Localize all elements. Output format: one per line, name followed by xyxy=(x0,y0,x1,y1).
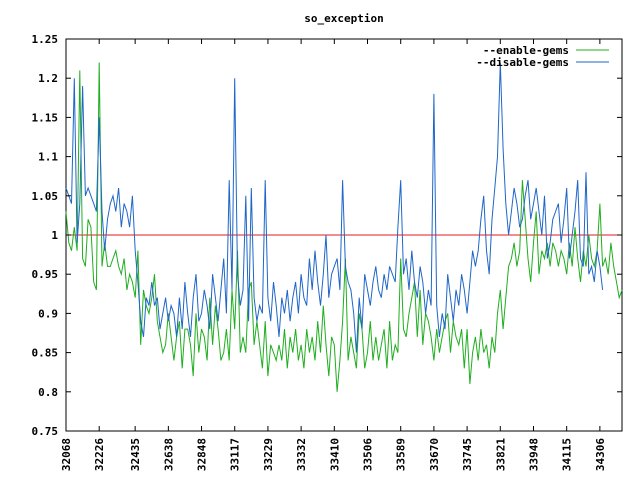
y-axis: 0.75 0.8 0.85 0.9 0.95 1 1.05 1.1 1.15 1.2 1.25 xyxy=(32,33,622,438)
y-tick-label: 1.25 xyxy=(32,33,59,46)
y-tick-label: 1 xyxy=(51,229,58,242)
series-line-disable-gems xyxy=(65,62,604,353)
x-tick-label: 32226 xyxy=(93,438,106,471)
y-tick-label: 0.95 xyxy=(32,268,59,281)
x-tick-label: 32068 xyxy=(60,438,73,471)
chart-title: so_exception xyxy=(304,12,383,25)
legend-label: --enable-gems xyxy=(483,44,569,57)
x-axis: 32068 32226 32435 32638 32848 33117 33229 33332… xyxy=(60,39,607,471)
series-group xyxy=(65,62,623,392)
y-tick-label: 0.9 xyxy=(38,307,58,320)
y-tick-label: 0.8 xyxy=(38,386,58,399)
y-tick-label: 0.85 xyxy=(32,347,59,360)
x-tick-label: 33821 xyxy=(494,438,507,471)
x-tick-label: 33745 xyxy=(461,438,474,471)
x-tick-label: 32435 xyxy=(129,438,142,471)
x-tick-label: 32638 xyxy=(162,438,175,471)
x-tick-label: 34115 xyxy=(561,438,574,471)
y-tick-label: 1.1 xyxy=(38,151,58,164)
x-tick-label: 32848 xyxy=(196,438,209,471)
y-tick-label: 0.75 xyxy=(32,425,59,438)
y-tick-label: 1.15 xyxy=(32,111,59,124)
x-tick-label: 33410 xyxy=(328,438,341,471)
x-tick-label: 33229 xyxy=(262,438,275,471)
series-line-enable-gems xyxy=(65,62,623,392)
x-tick-label: 33332 xyxy=(295,438,308,471)
y-tick-label: 1.2 xyxy=(38,72,58,85)
x-tick-label: 33670 xyxy=(428,438,441,471)
x-tick-label: 34306 xyxy=(594,438,607,471)
legend-label: --disable-gems xyxy=(476,56,569,69)
x-tick-label: 33506 xyxy=(362,438,375,471)
y-tick-label: 1.05 xyxy=(32,190,59,203)
legend: --enable-gems--disable-gems xyxy=(476,44,609,69)
x-tick-label: 33589 xyxy=(395,438,408,471)
x-tick-label: 33117 xyxy=(229,438,242,471)
x-tick-label: 33948 xyxy=(527,438,540,471)
